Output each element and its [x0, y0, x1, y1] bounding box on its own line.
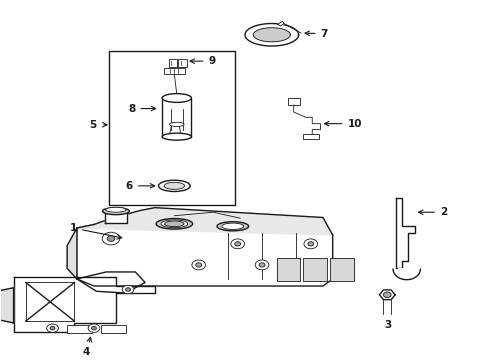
Circle shape	[304, 239, 318, 249]
Ellipse shape	[165, 221, 184, 227]
Bar	[330, 258, 354, 281]
Bar	[109, 51, 235, 205]
Ellipse shape	[217, 222, 248, 231]
Circle shape	[107, 236, 115, 242]
Bar	[303, 258, 327, 281]
Circle shape	[231, 239, 245, 249]
Circle shape	[308, 242, 314, 246]
Ellipse shape	[170, 122, 184, 126]
Polygon shape	[245, 23, 298, 46]
Polygon shape	[253, 28, 290, 42]
Circle shape	[92, 327, 97, 330]
Bar	[288, 98, 299, 105]
Bar	[277, 258, 300, 281]
Circle shape	[255, 260, 269, 270]
Circle shape	[125, 288, 130, 291]
Bar	[101, 325, 125, 333]
Circle shape	[47, 324, 58, 332]
Polygon shape	[396, 198, 415, 269]
Bar	[303, 134, 319, 139]
Text: 5: 5	[89, 120, 97, 130]
Text: 8: 8	[128, 104, 156, 113]
Polygon shape	[162, 98, 192, 137]
Ellipse shape	[161, 220, 188, 228]
Circle shape	[235, 242, 241, 246]
Polygon shape	[67, 228, 77, 279]
Bar	[67, 325, 92, 333]
Ellipse shape	[164, 183, 185, 189]
Circle shape	[196, 263, 202, 267]
Bar	[169, 59, 177, 67]
Text: 3: 3	[385, 320, 392, 330]
Polygon shape	[105, 211, 126, 223]
Ellipse shape	[159, 180, 190, 192]
Ellipse shape	[162, 94, 192, 102]
Bar	[164, 68, 185, 74]
Polygon shape	[77, 225, 333, 286]
Ellipse shape	[102, 208, 129, 215]
Circle shape	[259, 263, 265, 267]
Circle shape	[88, 324, 100, 332]
Circle shape	[122, 285, 134, 294]
Polygon shape	[398, 269, 416, 277]
Bar	[178, 59, 187, 67]
Text: 1: 1	[70, 223, 122, 239]
Text: 2: 2	[418, 207, 447, 217]
Text: 7: 7	[305, 29, 328, 39]
Ellipse shape	[106, 207, 126, 212]
Polygon shape	[14, 277, 155, 332]
Text: 9: 9	[190, 56, 216, 66]
Ellipse shape	[156, 219, 193, 229]
Text: 10: 10	[324, 119, 362, 129]
Text: 4: 4	[83, 337, 92, 357]
Circle shape	[50, 327, 55, 330]
Circle shape	[383, 292, 391, 298]
Polygon shape	[379, 290, 395, 300]
Ellipse shape	[162, 133, 192, 140]
Polygon shape	[77, 208, 333, 235]
Circle shape	[192, 260, 205, 270]
Polygon shape	[278, 21, 284, 26]
Text: 6: 6	[126, 181, 155, 191]
Circle shape	[102, 232, 120, 245]
Ellipse shape	[222, 223, 244, 229]
Polygon shape	[0, 288, 14, 323]
